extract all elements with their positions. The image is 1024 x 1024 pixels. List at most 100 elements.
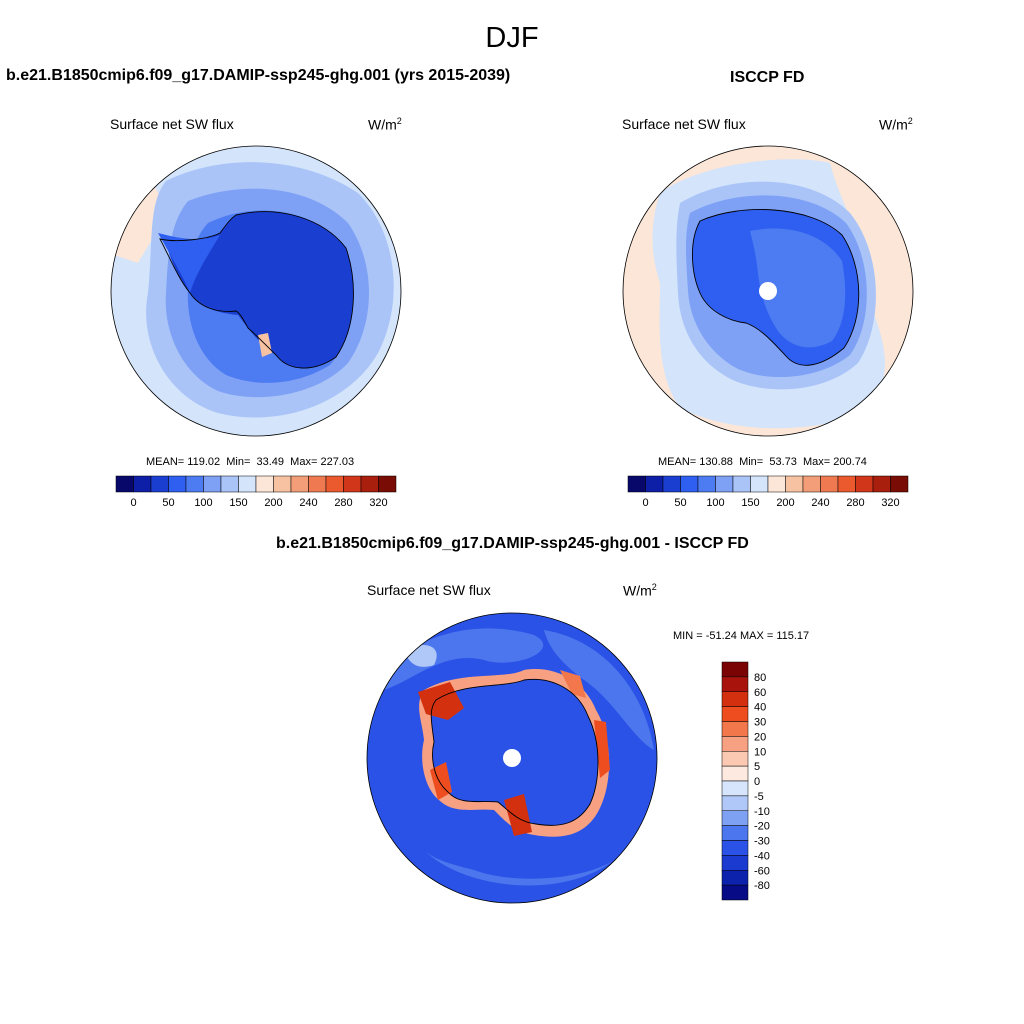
colorbar-swatch [721, 751, 749, 767]
obs-polar-map [622, 145, 914, 437]
colorbar-level-label: 20 [754, 731, 766, 743]
colorbar-tick-label: 280 [334, 497, 352, 509]
map-region-warm-spot [258, 333, 272, 357]
colorbar-swatch [785, 475, 804, 493]
colorbar-swatch [721, 810, 749, 826]
colorbar-swatch [343, 475, 362, 493]
colorbar-swatch [820, 475, 839, 493]
colorbar-tick-label: 150 [741, 497, 759, 509]
colorbar-tick-label: 320 [881, 497, 899, 509]
colorbar-swatch [220, 475, 239, 493]
obs-variable-label: Surface net SW flux [622, 116, 746, 132]
colorbar-swatch [721, 825, 749, 841]
map-coastline [691, 209, 860, 366]
map-region-red-4 [594, 720, 610, 778]
map-coastline [430, 678, 599, 826]
colorbar-swatch [325, 475, 344, 493]
colorbar-level-label: -40 [754, 850, 770, 862]
model-units-label: W/m2 [368, 116, 402, 133]
map-region-peninsula [158, 233, 220, 293]
colorbar-level-label: -5 [754, 791, 764, 803]
map-region-red-5 [560, 670, 586, 698]
colorbar-swatch [662, 475, 681, 493]
colorbar-tick-label: 200 [264, 497, 282, 509]
model-variable-label: Surface net SW flux [110, 116, 234, 132]
colorbar-swatch [837, 475, 856, 493]
diff-panel-title: b.e21.B1850cmip6.f09_g17.DAMIP-ssp245-gh… [276, 535, 749, 552]
colorbar-level-label: -10 [754, 806, 770, 818]
colorbar-swatch [721, 721, 749, 737]
colorbar-level-label: 0 [754, 776, 760, 788]
colorbar-swatch [890, 475, 909, 493]
model-stats: MEAN= 119.02 Min= 33.49 Max= 227.03 [146, 456, 355, 468]
colorbar-level-label: 5 [754, 761, 760, 773]
colorbar-swatch [697, 475, 716, 493]
colorbar-tick-label: 0 [642, 497, 648, 509]
colorbar-level-label: 10 [754, 746, 766, 758]
colorbar-tick-label: 320 [369, 497, 387, 509]
map-region-plateau [750, 228, 846, 348]
map-border [622, 145, 914, 437]
colorbar-swatch [750, 475, 769, 493]
colorbar-swatch [721, 855, 749, 871]
colorbar-swatch [721, 676, 749, 692]
colorbar-swatch [721, 795, 749, 811]
colorbar-level-label: -60 [754, 865, 770, 877]
diff-units-label: W/m2 [623, 582, 657, 599]
colorbar-swatch [627, 475, 646, 493]
colorbar-swatch [721, 691, 749, 707]
season-title: DJF [485, 22, 539, 54]
colorbar-swatch [721, 884, 749, 901]
colorbar-swatch [150, 475, 169, 493]
map-region-patch-c [424, 850, 614, 886]
map-region-patch-a [384, 628, 544, 690]
colorbar-tick-label: 50 [162, 497, 174, 509]
colorbar-swatch [680, 475, 699, 493]
colorbar-level-label: -80 [754, 880, 770, 892]
obs-colorbar: 0 50 100 150 200 240 280 320 [627, 475, 909, 509]
model-colorbar: 0 50 100 150 200 240 280 320 [115, 475, 397, 509]
colorbar-swatch [185, 475, 204, 493]
colorbar-swatch [721, 780, 749, 797]
model-polar-map [110, 145, 402, 437]
colorbar-swatch [133, 475, 152, 493]
obs-panel-title: ISCCP FD [730, 69, 805, 86]
colorbar-swatch [360, 475, 379, 493]
colorbar-level-label: 60 [754, 687, 766, 699]
map-region-red-1 [418, 682, 464, 720]
map-pole-gap [759, 282, 777, 300]
map-region-red-3 [504, 794, 532, 836]
colorbar-tick-label: 280 [846, 497, 864, 509]
colorbar-level-label: -30 [754, 836, 770, 848]
colorbar-swatch [378, 475, 397, 493]
colorbar-swatch [273, 475, 292, 493]
map-coastline [159, 211, 354, 369]
colorbar-level-label: -20 [754, 821, 770, 833]
colorbar-tick-label: 240 [299, 497, 317, 509]
map-border [366, 612, 658, 904]
map-pole-gap [503, 749, 521, 767]
colorbar-swatch [115, 475, 134, 493]
colorbar-swatch [203, 475, 222, 493]
colorbar-swatch [732, 475, 751, 493]
colorbar-swatch [721, 765, 749, 782]
colorbar-swatch [255, 475, 274, 493]
obs-stats: MEAN= 130.88 Min= 53.73 Max= 200.74 [658, 456, 867, 468]
colorbar-swatch [872, 475, 891, 493]
colorbar-level-label: 40 [754, 702, 766, 714]
colorbar-swatch [715, 475, 734, 493]
colorbar-tick-label: 100 [194, 497, 212, 509]
colorbar-swatch [721, 661, 749, 678]
colorbar-tick-label: 200 [776, 497, 794, 509]
colorbar-tick-label: 240 [811, 497, 829, 509]
colorbar-swatch [855, 475, 874, 493]
map-region-antarctica [166, 211, 354, 369]
colorbar-swatch [308, 475, 327, 493]
colorbar-tick-label: 150 [229, 497, 247, 509]
map-border [110, 145, 402, 437]
colorbar-level-label: 80 [754, 672, 766, 684]
obs-units-label: W/m2 [879, 116, 913, 133]
diff-polar-map [366, 612, 658, 904]
colorbar-swatch [290, 475, 309, 493]
colorbar-tick-label: 0 [130, 497, 136, 509]
